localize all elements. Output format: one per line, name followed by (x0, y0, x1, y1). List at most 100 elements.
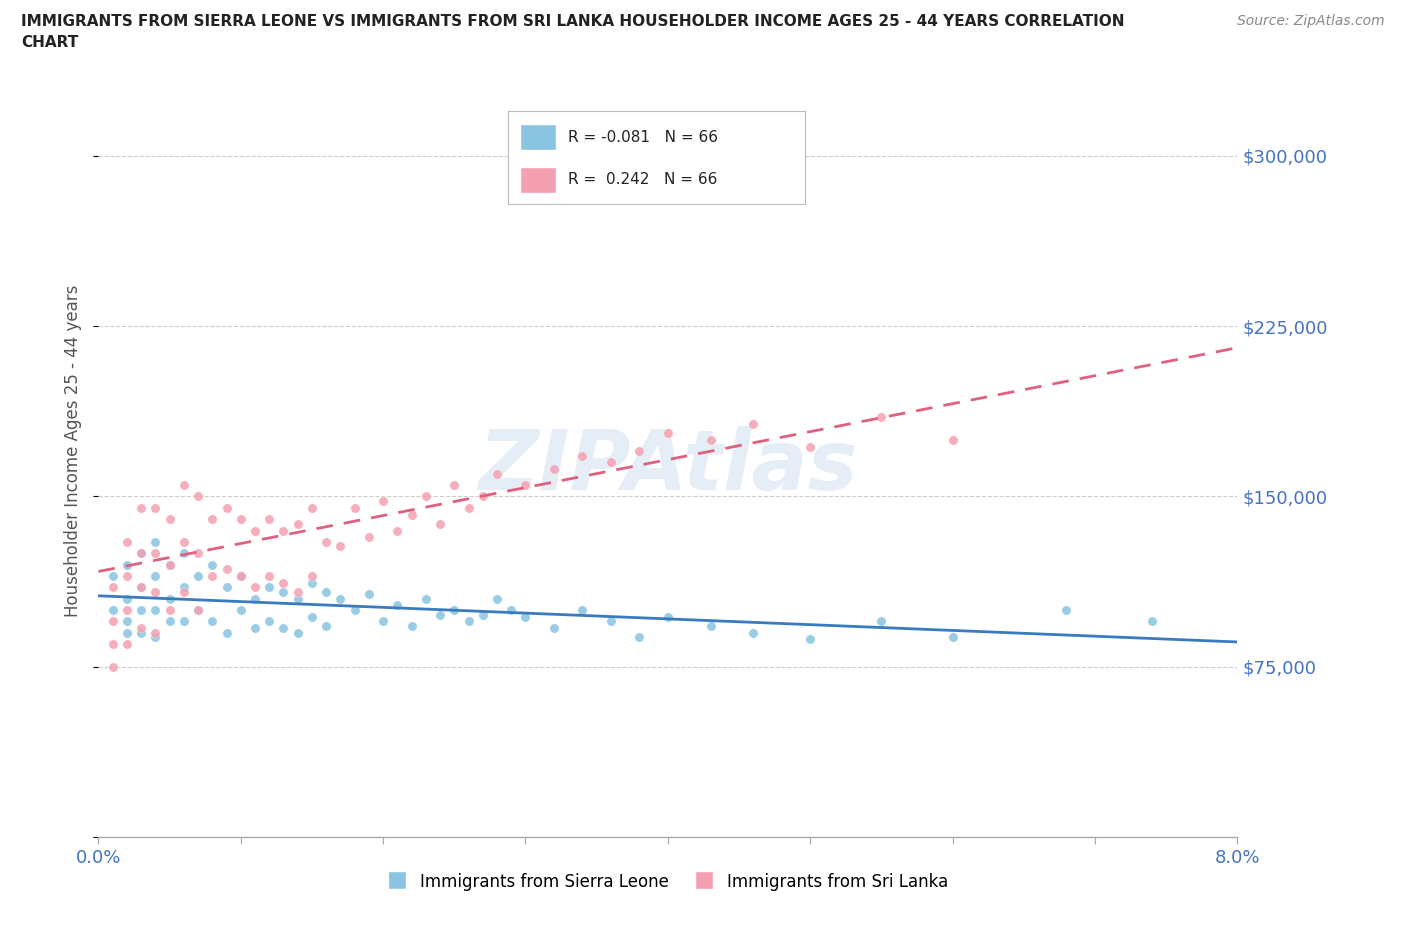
Point (187, 546, 209, 561)
Y-axis label: Householder Income Ages 25 - 44 years: Householder Income Ages 25 - 44 years (65, 285, 83, 618)
Point (343, 603, 366, 618)
Point (101, 568, 124, 583)
Point (387, 598, 409, 613)
Point (301, 568, 323, 583)
Point (486, 466, 509, 481)
Point (259, 614, 281, 629)
Point (215, 500, 238, 515)
Point (287, 591, 309, 606)
Point (371, 614, 394, 629)
Point (159, 614, 181, 629)
Point (259, 579, 281, 594)
Point (429, 607, 451, 622)
Point (145, 584, 167, 599)
Point (443, 603, 465, 618)
Point (159, 512, 181, 526)
Point (301, 576, 323, 591)
Point (273, 523, 295, 538)
Point (471, 607, 494, 622)
Point (401, 618, 423, 633)
Point (129, 603, 152, 618)
Point (315, 584, 337, 599)
Point (600, 455, 623, 470)
Point (115, 625, 138, 640)
Point (145, 630, 167, 644)
Point (1056, 603, 1078, 618)
Point (115, 568, 138, 583)
Point (799, 632, 821, 647)
Point (357, 587, 380, 602)
Point (799, 439, 821, 454)
Point (101, 637, 124, 652)
Point (101, 603, 124, 618)
Point (515, 478, 537, 493)
Point (457, 500, 479, 515)
Point (187, 489, 209, 504)
Point (443, 478, 465, 493)
Point (159, 603, 181, 618)
Point (201, 557, 224, 572)
Point (457, 614, 479, 629)
Point (129, 579, 152, 594)
Point (129, 546, 152, 561)
Point (159, 557, 181, 572)
Point (571, 603, 593, 618)
Point (101, 659, 124, 674)
Point (129, 625, 152, 640)
Text: ZIPAtlas: ZIPAtlas (478, 426, 858, 507)
Point (229, 603, 252, 618)
Point (173, 535, 195, 550)
Point (259, 512, 281, 526)
Point (1140, 614, 1163, 629)
Point (515, 609, 537, 624)
Point (628, 630, 651, 644)
Point (115, 637, 138, 652)
Point (229, 512, 252, 526)
Point (173, 584, 195, 599)
Point (229, 568, 252, 583)
Point (187, 568, 209, 583)
Point (329, 539, 352, 554)
Point (159, 557, 181, 572)
Point (415, 489, 437, 504)
Point (173, 546, 195, 561)
Point (243, 523, 266, 538)
Point (273, 620, 295, 635)
Point (429, 516, 451, 531)
Point (173, 614, 195, 629)
Point (201, 512, 224, 526)
Point (287, 584, 309, 599)
Point (145, 568, 167, 583)
Point (301, 609, 323, 624)
Point (571, 448, 593, 463)
Point (215, 579, 238, 594)
Point (145, 546, 167, 561)
Point (315, 618, 337, 633)
Point (187, 603, 209, 618)
Point (329, 591, 352, 606)
Point (628, 444, 651, 458)
Point (486, 591, 509, 606)
Point (115, 591, 138, 606)
Point (742, 625, 765, 640)
Point (942, 630, 965, 644)
Point (401, 507, 423, 522)
Text: CHART: CHART (21, 35, 79, 50)
Point (243, 620, 266, 635)
Text: IMMIGRANTS FROM SIERRA LEONE VS IMMIGRANTS FROM SRI LANKA HOUSEHOLDER INCOME AGE: IMMIGRANTS FROM SIERRA LEONE VS IMMIGRAN… (21, 14, 1125, 29)
Point (115, 603, 138, 618)
Point (115, 614, 138, 629)
Point (201, 568, 224, 583)
Point (159, 591, 181, 606)
Point (543, 620, 565, 635)
Point (129, 546, 152, 561)
Point (229, 568, 252, 583)
Point (657, 425, 679, 440)
Point (301, 500, 323, 515)
Point (101, 614, 124, 629)
Point (699, 432, 721, 447)
Point (129, 23, 152, 38)
Point (273, 576, 295, 591)
Point (600, 614, 623, 629)
Point (259, 568, 281, 583)
